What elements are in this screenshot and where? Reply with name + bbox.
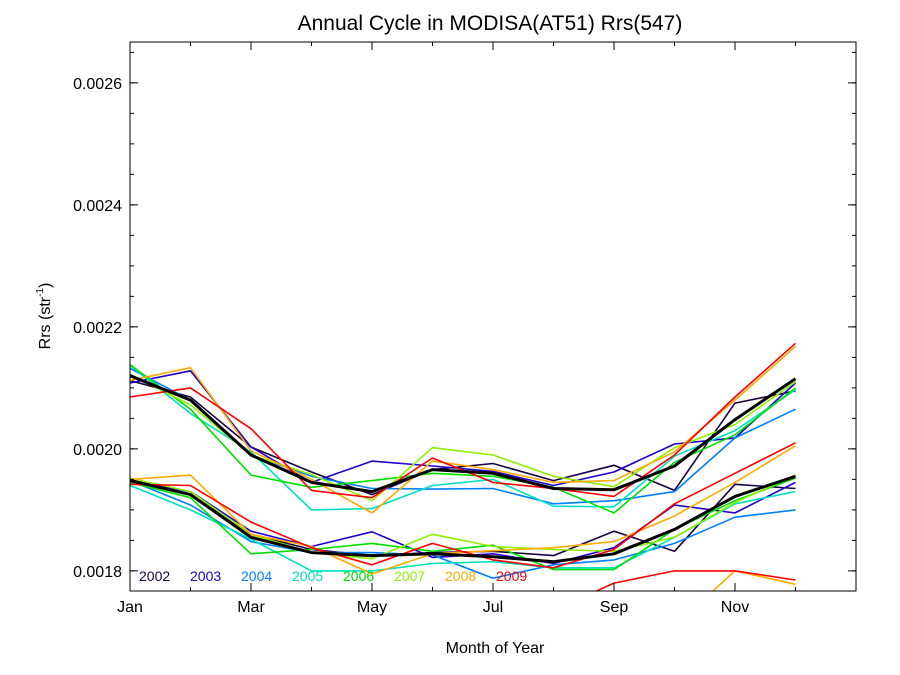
series-line-upper-2008 [130,345,797,514]
series-line-lower-2004 [130,608,796,669]
series-line-upper-2002 [130,379,796,496]
y-tick-label: 0.0026 [73,76,122,93]
x-tick-label: Jan [117,599,143,616]
legend-item-2003: 2003 [190,568,221,584]
axis-ticks: Jan Mar May Jul Sep Nov 0.0018 0.0020 0.0022 0.00… [73,42,856,616]
mean-line-upper [130,374,797,494]
legend-item-2005: 2005 [292,568,323,584]
y-axis-label-close: ) [37,283,54,288]
y-tick-label: 0.0020 [73,442,122,459]
legend-item-2008: 2008 [445,568,476,584]
y-tick-label: 0.0024 [73,198,122,215]
legend-item-2004: 2004 [241,568,272,584]
legend-item-2006: 2006 [343,568,374,584]
series-line-upper-2003 [130,369,797,487]
x-axis-label: Month of Year [446,640,545,657]
legend: 2002 2003 2004 2005 2006 2007 2008 2009 [139,568,527,584]
plot-lines [130,342,797,669]
legend-item-2007: 2007 [394,568,425,584]
plot-frame [129,41,857,592]
x-tick-label: May [357,599,387,616]
y-tick-label: 0.0018 [73,564,122,581]
y-axis-label: Rrs (str-1) [35,283,54,350]
mean-line-middle [130,474,796,564]
series-line-middle-2009 [130,442,796,569]
series-line-middle-2007 [130,474,796,560]
y-axis-label-sup: -1 [35,288,46,297]
legend-item-2002: 2002 [139,568,170,584]
x-tick-label: Sep [600,599,629,616]
y-tick-label: 0.0022 [73,320,122,337]
x-tick-label: Jul [483,599,503,616]
series-line-lower-2009 [594,570,796,591]
y-axis-label-main: Rrs (str [37,296,54,349]
x-tick-label: Nov [721,599,749,616]
series-line-lower-2002 [130,592,796,668]
series-line-middle-2004 [130,479,796,580]
x-tick-label: Mar [237,599,265,616]
legend-item-2009: 2009 [496,568,527,584]
chart-title: Annual Cycle in MODISA(AT51) Rrs(547) [298,12,683,35]
